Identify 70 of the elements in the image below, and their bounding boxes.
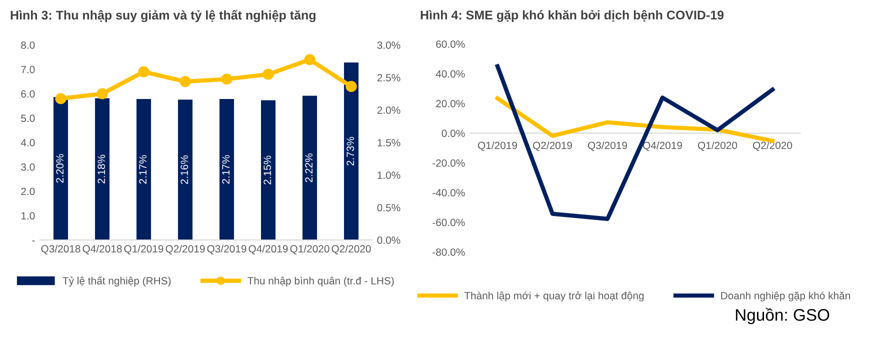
bar	[178, 100, 193, 240]
line-series	[495, 96, 775, 143]
x-tick-label: Q3/2019	[588, 141, 627, 151]
chart-title: Hình 4: SME gặp khó khăn bởi dịch bệnh COVID-19	[420, 10, 724, 22]
data-label: 2.17%	[139, 155, 147, 184]
y-tick-label: 0.0%	[442, 130, 465, 138]
point	[221, 74, 232, 85]
y2-tick-label: 2.0%	[377, 106, 400, 114]
legend-label: Doanh nghiệp gặp khó khăn	[721, 292, 850, 302]
x-tick-label: Q2/2019	[166, 244, 205, 254]
y-tick-label: 7.0	[21, 66, 35, 74]
bar	[136, 98, 152, 240]
x-tick-label: Q4/2019	[248, 244, 288, 254]
y-tick-label: 40.0%	[436, 70, 465, 78]
data-label: 2.16%	[180, 155, 188, 184]
y-tick-label: -60.0%	[432, 218, 465, 226]
x-tick-label: Q3/2019	[207, 244, 246, 254]
x-tick-label: Q3/2018	[41, 244, 80, 254]
y2-tick-label: 3.0%	[377, 42, 400, 49]
y-tick-label: 4.0	[20, 139, 35, 146]
bar	[219, 98, 234, 240]
data-label: 2.22%	[305, 153, 313, 182]
point	[304, 54, 316, 66]
y-tick-label: -40.0%	[432, 189, 465, 196]
y-tick-label: 20.0%	[436, 100, 465, 108]
y-tick-label: -	[32, 240, 35, 242]
y2-tick-label: 0.0%	[377, 236, 400, 244]
y2-tick-label: 1.5%	[378, 139, 400, 146]
y-tick-label: 6.0	[21, 90, 35, 98]
y-tick-label: 3.0	[21, 163, 35, 171]
data-label: 2.17%	[222, 155, 230, 184]
y2-tick-label: 1.0%	[378, 172, 400, 179]
point	[346, 80, 357, 92]
y-tick-label: 8.0	[21, 42, 35, 49]
x-tick-label: Q4/2019	[643, 141, 682, 151]
chart-title: Hình 3: Thu nhập suy giảm và tỷ lệ thất nghiệp tăng	[10, 10, 316, 22]
bar	[53, 97, 68, 240]
legend-label: Tỷ lệ thất nghiệp (RHS)	[62, 276, 171, 287]
x-tick-label: Q1/2020	[290, 244, 330, 254]
y-tick-label: 5.0	[21, 114, 35, 122]
point	[180, 76, 191, 88]
x-tick-label: Q2/2020	[753, 141, 792, 151]
bar	[94, 98, 110, 240]
x-tick-label: Q1/2019	[124, 244, 164, 254]
point	[96, 88, 108, 100]
x-tick-label: Q2/2020	[332, 244, 371, 254]
data-label: 2.18%	[98, 154, 106, 184]
x-tick-label: Q4/2018	[82, 244, 122, 254]
bar	[260, 100, 276, 240]
legend-label: Thu nhập bình quân (tr.đ - LHS)	[248, 276, 394, 287]
x-tick-label: Q1/2019	[478, 141, 517, 151]
data-label: 2.73%	[346, 136, 354, 166]
point	[262, 68, 274, 80]
y-tick-label: 60.0%	[436, 40, 465, 48]
y2-tick-label: 2.5%	[377, 74, 400, 82]
y-tick-label: -20.0%	[432, 159, 465, 167]
point	[138, 66, 150, 78]
bar	[302, 96, 318, 240]
y2-tick-label: 0.5%	[377, 204, 400, 212]
y-tick-label: 1.0	[21, 212, 35, 220]
text: Nguồn: GSO	[736, 308, 830, 324]
y-tick-label: 2.0	[21, 188, 35, 196]
x-tick-label: Q1/2020	[698, 141, 738, 151]
data-label: 2.15%	[264, 156, 272, 184]
x-tick-label: Q2/2019	[533, 141, 572, 151]
bar	[344, 62, 359, 240]
legend-label: Thành lập mới + quay trở lại hoạt động	[464, 291, 644, 302]
data-label: 2.20%	[56, 154, 64, 183]
point	[55, 93, 66, 104]
y-tick-label: -80.0%	[432, 248, 465, 256]
